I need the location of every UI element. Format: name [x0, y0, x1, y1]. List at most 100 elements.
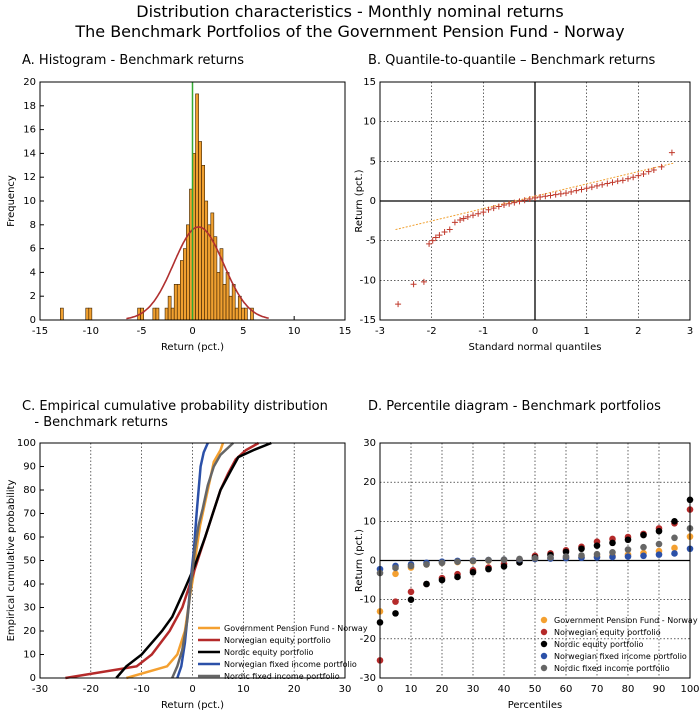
d-legend-swatch [540, 616, 548, 624]
a-histogram-bar [222, 283, 227, 321]
d-point-series-2 [578, 545, 585, 553]
b-quantile-point [532, 194, 538, 201]
c-plot-frame [39, 442, 346, 679]
d-ytick-label: -10 [360, 595, 376, 606]
b-quantile-point [426, 240, 433, 247]
d-point-series-4 [407, 562, 415, 570]
d-point-series-4 [593, 550, 601, 558]
b-quantile-point [432, 234, 439, 241]
b-xtick-label: -2 [427, 326, 437, 337]
b-quantile-point [501, 201, 507, 208]
c-ytick-label: 70 [23, 509, 36, 520]
d-point-series-4 [547, 554, 554, 561]
c-xtick-label: 20 [288, 684, 301, 695]
d-ytick-label: 10 [363, 516, 376, 527]
d-point-series-2 [593, 542, 601, 549]
d-x-axis-label: Percentiles [508, 700, 563, 711]
b-quantile-point [526, 196, 533, 203]
a-xtick-label: 5 [240, 326, 246, 337]
a-y-axis-label: Frequency [6, 175, 17, 227]
panel-c-title-line2: - Benchmark returns [22, 415, 168, 430]
d-legend-swatch [540, 652, 548, 660]
b-x-axis-label: Standard normal quantiles [469, 342, 602, 353]
c-xtick-label: -30 [32, 684, 48, 695]
c-series-line-2 [115, 441, 272, 679]
d-point-series-2 [624, 536, 632, 544]
d-point-series-2 [655, 527, 663, 535]
c-legend-label: Norwegian equity portfolio [224, 636, 331, 645]
b-quantile-point [429, 237, 436, 244]
panel-b-title: B. Quantile-to-quantile – Benchmark retu… [368, 53, 656, 68]
d-point-series-3 [609, 553, 616, 561]
b-quantile-point [446, 226, 453, 233]
a-normal-fit-curve [126, 226, 269, 320]
a-histogram-bar [155, 307, 160, 321]
d-point-series-4 [485, 556, 492, 564]
a-histogram-bar [225, 272, 230, 321]
c-ytick-label: 30 [23, 603, 36, 614]
c-y-axis-label: Empirical cumulative probability [6, 480, 17, 642]
d-xtick-label: 90 [653, 684, 666, 695]
d-point-series-4 [438, 559, 446, 567]
b-quantile-point [650, 167, 657, 174]
b-quantile-point [395, 301, 402, 308]
b-quantile-point [542, 193, 549, 200]
b-quantile-point [420, 278, 427, 285]
d-point-series-2 [640, 531, 647, 539]
c-ytick-label: 0 [30, 673, 36, 684]
b-quantile-point [619, 177, 626, 184]
b-plot-frame [379, 81, 691, 321]
d-point-series-4 [609, 548, 616, 556]
a-histogram-bar [195, 93, 199, 321]
c-xtick-label: -10 [133, 684, 149, 695]
b-xtick-label: -3 [375, 326, 385, 337]
d-point-series-1 [392, 598, 399, 605]
d-point-series-4 [640, 543, 647, 551]
a-histogram-bar [204, 200, 209, 321]
c-series-line-0 [126, 442, 225, 680]
a-ytick-label: 14 [23, 148, 36, 159]
a-histogram-bar [244, 307, 248, 321]
b-quantile-point [537, 194, 544, 201]
a-ytick-label: 2 [30, 291, 36, 302]
b-quantile-point [568, 188, 575, 195]
d-point-series-4 [624, 546, 632, 553]
b-quantile-point [630, 174, 637, 181]
c-ytick-label: 20 [23, 626, 36, 637]
b-ytick-label: -10 [360, 275, 376, 286]
a-histogram-bar [180, 260, 184, 321]
d-point-series-4 [423, 561, 430, 568]
b-quantile-point [485, 206, 492, 213]
d-point-series-1 [407, 588, 415, 596]
a-histogram-bar [167, 295, 172, 321]
b-xtick-label: 0 [532, 326, 538, 337]
d-point-series-0 [392, 570, 399, 578]
a-histogram-bar [241, 307, 245, 321]
figure-title-line2: The Benchmark Portfolios of the Governme… [75, 22, 625, 41]
b-quantile-point [511, 199, 518, 206]
d-xtick-label: 30 [467, 684, 480, 695]
d-ytick-label: -30 [360, 673, 376, 684]
b-quantile-point [410, 281, 417, 288]
d-xtick-label: 40 [498, 684, 511, 695]
a-histogram-bar [210, 212, 215, 321]
a-ytick-label: 18 [23, 101, 36, 112]
d-legend-label: Norwegian equity portfolio [554, 628, 661, 637]
b-quantile-point [547, 192, 554, 199]
c-ytick-label: 50 [23, 556, 36, 567]
b-quantile-point [635, 172, 642, 179]
a-histogram-bar [216, 272, 221, 321]
c-legend-label: Nordic equity portfolio [224, 648, 314, 657]
b-ytick-label: -5 [366, 236, 376, 247]
d-point-series-2 [562, 548, 570, 556]
c-xtick-label: -20 [83, 684, 99, 695]
b-quantile-point [495, 203, 502, 210]
b-xtick-label: 3 [687, 326, 693, 337]
d-point-series-4 [531, 554, 539, 562]
c-ytick-label: 60 [23, 532, 36, 543]
b-quantile-point [552, 191, 559, 198]
c-ytick-label: 90 [23, 462, 36, 473]
a-histogram-bar [228, 295, 233, 321]
d-xtick-label: 70 [591, 684, 604, 695]
a-ytick-label: 20 [23, 77, 36, 88]
